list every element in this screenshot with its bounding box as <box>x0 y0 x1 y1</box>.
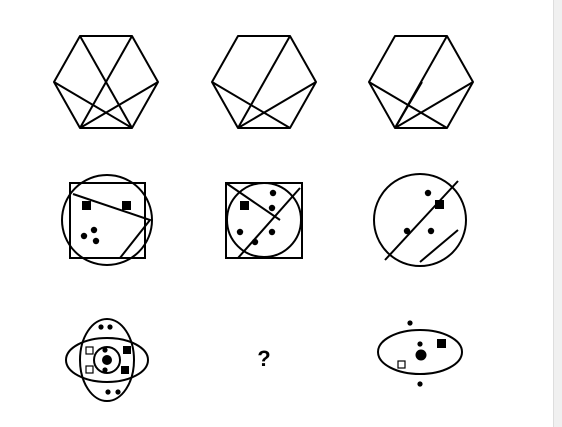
ellipse-figure-r3c1 <box>65 318 149 402</box>
circle-figure-r2c3 <box>373 173 467 267</box>
circle-square-figure-r2c2 <box>225 182 303 259</box>
hexagon-figure-r1c2 <box>211 35 317 129</box>
hexagon-figure-r1c3 <box>368 35 474 129</box>
vertical-scrollbar[interactable] <box>553 0 562 427</box>
circle-square-figure-r2c1 <box>61 174 153 266</box>
missing-cell-question-mark: ? <box>257 346 270 371</box>
hexagon-figure-r1c1 <box>53 35 159 129</box>
ellipse-figure-r3c3 <box>377 320 463 387</box>
